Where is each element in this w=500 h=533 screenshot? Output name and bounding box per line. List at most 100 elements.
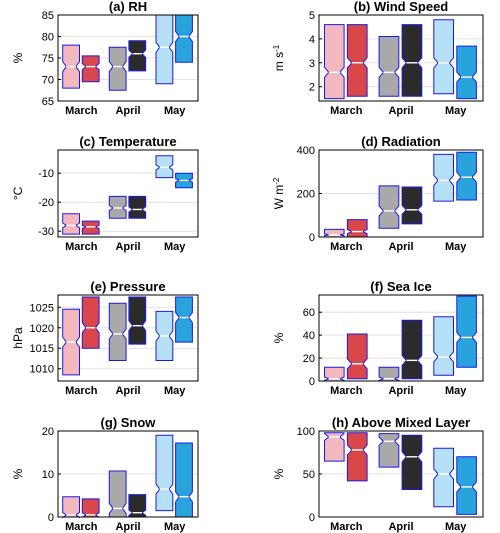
y-tick-label: 2 bbox=[309, 82, 315, 94]
y-tick-label: 80 bbox=[42, 32, 54, 44]
y-axis-label: % bbox=[272, 468, 286, 479]
plot-frame bbox=[57, 14, 199, 102]
plot-frame bbox=[318, 149, 484, 238]
y-axis-label: W m-2 bbox=[272, 177, 287, 209]
panel-8: 0 50 100 March April May (h) Above Mixed Layer… bbox=[272, 415, 484, 533]
box-march-2 bbox=[81, 55, 100, 83]
y-tick-label: 3 bbox=[309, 58, 315, 70]
y-axis-label: °C bbox=[11, 186, 25, 200]
box-april-2 bbox=[401, 24, 423, 97]
panel-title: (f) Sea Ice bbox=[370, 279, 431, 294]
box-april-1 bbox=[378, 36, 400, 97]
panel-title: (d) Radiation bbox=[361, 134, 440, 149]
y-tick-label: 10 bbox=[42, 469, 54, 481]
y-tick-label: 1020 bbox=[30, 323, 54, 335]
box-march-2 bbox=[346, 24, 368, 97]
x-category-label: March bbox=[330, 241, 363, 253]
box-april-1 bbox=[378, 433, 400, 468]
y-tick-label: 0 bbox=[48, 512, 54, 524]
x-category-label: April bbox=[388, 241, 413, 253]
x-category-label: March bbox=[330, 385, 363, 397]
box-may-2 bbox=[175, 14, 193, 63]
box-may-2 bbox=[456, 456, 477, 515]
y-tick-label: 50 bbox=[303, 469, 315, 481]
x-category-label: April bbox=[388, 105, 413, 117]
panel-2: 2 3 4 5 March April May (b) Wind Speed m s-1 bbox=[272, 0, 484, 117]
panel-3: -30 -20 -10 March April May (c) Temperature °C bbox=[11, 134, 199, 253]
box-may-1 bbox=[155, 434, 174, 512]
x-category-label: May bbox=[164, 105, 186, 117]
box-april-2 bbox=[401, 186, 423, 225]
panel-6: 0 20 40 60 March April May (f) Sea Ice% bbox=[272, 279, 484, 397]
x-category-label: May bbox=[164, 385, 186, 397]
y-tick-label: -10 bbox=[38, 168, 54, 180]
y-tick-label: 0 bbox=[309, 376, 315, 388]
x-category-label: March bbox=[65, 105, 98, 117]
y-axis-label: m s-1 bbox=[272, 44, 287, 71]
x-category-label: May bbox=[445, 521, 467, 533]
y-tick-label: 200 bbox=[297, 189, 315, 201]
box-may-1 bbox=[155, 14, 174, 85]
y-tick-label: 70 bbox=[42, 75, 54, 87]
y-axis-label: hPa bbox=[11, 327, 25, 349]
x-category-label: April bbox=[388, 521, 413, 533]
plot-frame bbox=[57, 149, 199, 238]
panel-title: (a) RH bbox=[109, 0, 147, 14]
y-tick-label: 75 bbox=[42, 53, 54, 65]
y-tick-label: 85 bbox=[42, 10, 54, 22]
y-tick-label: 400 bbox=[297, 145, 315, 157]
box-april-1 bbox=[108, 195, 127, 219]
box-april-1 bbox=[108, 46, 127, 91]
box-may-2 bbox=[456, 45, 477, 100]
box-april-2 bbox=[128, 494, 147, 518]
x-category-label: April bbox=[115, 105, 140, 117]
x-category-label: March bbox=[65, 521, 98, 533]
box-may-1 bbox=[433, 316, 454, 376]
x-category-label: May bbox=[164, 241, 186, 253]
panel-5: 1010 1015 1020 1025 March April May (e) Pressur… bbox=[11, 279, 199, 397]
box-may-2 bbox=[456, 295, 477, 368]
panel-title: (e) Pressure bbox=[90, 279, 165, 294]
panel-title: (g) Snow bbox=[101, 415, 157, 430]
x-category-label: May bbox=[164, 521, 186, 533]
x-category-label: April bbox=[115, 521, 140, 533]
panel-title: (c) Temperature bbox=[79, 134, 176, 149]
plot-frame bbox=[318, 294, 484, 382]
x-category-label: May bbox=[445, 105, 467, 117]
y-tick-label: 100 bbox=[297, 426, 315, 438]
box-march-2 bbox=[81, 296, 100, 349]
y-tick-label: 20 bbox=[42, 426, 54, 438]
y-axis-label: % bbox=[11, 52, 25, 63]
plot-frame bbox=[318, 430, 484, 518]
panel-title: (b) Wind Speed bbox=[354, 0, 449, 14]
y-tick-label: 1010 bbox=[30, 364, 54, 376]
y-tick-label: 0 bbox=[309, 232, 315, 244]
box-april-1 bbox=[378, 185, 400, 229]
y-axis-label: % bbox=[272, 332, 286, 343]
box-march-2 bbox=[81, 220, 100, 235]
plot-frame bbox=[57, 430, 199, 518]
x-category-label: May bbox=[445, 241, 467, 253]
y-axis-label: % bbox=[11, 468, 25, 479]
box-april-2 bbox=[401, 434, 423, 490]
y-tick-label: 1025 bbox=[30, 302, 54, 314]
box-march-1 bbox=[62, 213, 80, 235]
panel-7: 0 10 20 March April May (g) Snow% bbox=[11, 415, 199, 533]
box-may-1 bbox=[433, 19, 454, 95]
box-april-1 bbox=[108, 470, 127, 518]
box-may-2 bbox=[456, 151, 477, 201]
panel-1: 65 70 75 80 85 March April May (a) RH% bbox=[11, 0, 199, 117]
y-tick-label: 1015 bbox=[30, 343, 54, 355]
y-tick-label: 65 bbox=[42, 96, 54, 108]
x-category-label: March bbox=[330, 105, 363, 117]
box-march-2 bbox=[346, 333, 368, 380]
y-tick-label: 4 bbox=[309, 34, 315, 46]
box-may-1 bbox=[433, 447, 454, 508]
panel-title: (h) Above Mixed Layer bbox=[332, 415, 470, 430]
box-march-1 bbox=[324, 432, 345, 462]
x-category-label: March bbox=[330, 521, 363, 533]
box-april-1 bbox=[108, 302, 127, 361]
y-tick-label: -30 bbox=[38, 226, 54, 238]
box-march-1 bbox=[324, 228, 345, 238]
